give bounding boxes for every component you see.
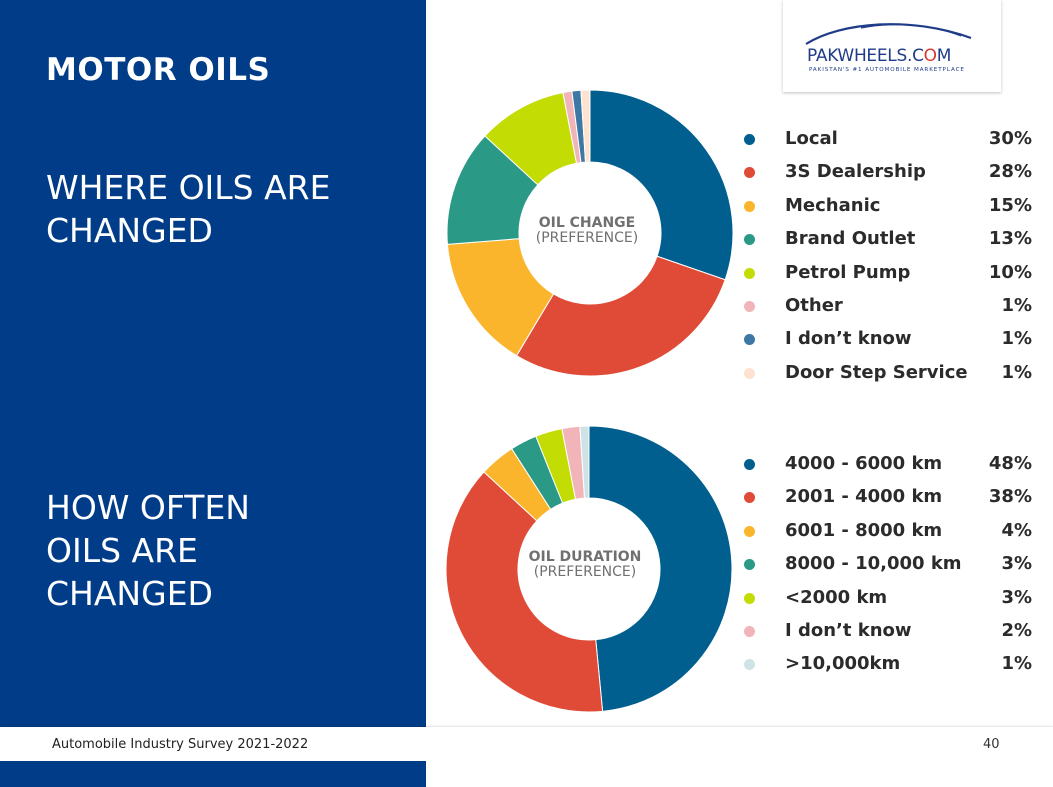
legend-label: Mechanic [785, 194, 881, 216]
legend-label: 2001 - 4000 km [785, 486, 943, 508]
legend-percent: 15% [988, 194, 1032, 216]
legend-label: 6001 - 8000 km [785, 519, 943, 541]
oil-duration-slice-1 [588, 425, 733, 712]
oil-change-legend-item: Mechanic 15% [740, 193, 1040, 226]
legend-percent: 3% [1001, 586, 1032, 608]
oil-change-slice-1 [589, 89, 734, 281]
legend-dot [744, 267, 755, 279]
legend-percent: 28% [988, 161, 1032, 183]
oil-duration-slice-2 [445, 471, 604, 713]
legend-label: 3S Dealership [785, 161, 926, 183]
legend-dot [744, 492, 755, 504]
footer-survey-title: Automobile Industry Survey 2021-2022 [52, 737, 309, 752]
legend-label: 8000 - 10,000 km [785, 553, 962, 575]
oil-change-legend: Local 30% 3S Dealership 28% Mechanic 15% Brand… [740, 126, 1040, 393]
legend-label: Local [785, 128, 838, 149]
oil-duration-legend-item: 4000 - 6000 km 48% [740, 451, 1040, 484]
legend-dot [744, 592, 755, 604]
legend-dot [744, 200, 755, 212]
legend-label: Brand Outlet [785, 228, 916, 250]
oil-duration-legend: 4000 - 6000 km 48% 2001 - 4000 km 38% 6001 -… [740, 451, 1040, 685]
legend-label: Other [785, 294, 843, 316]
oil-change-slice-8 [580, 89, 591, 163]
legend-percent: 4% [1001, 519, 1032, 541]
footer-bar [0, 727, 1053, 761]
legend-label: 4000 - 6000 km [785, 453, 943, 474]
oil-change-legend-item: Door Step Service 1% [740, 360, 1040, 393]
legend-percent: 1% [1001, 653, 1032, 675]
legend-dot [744, 559, 755, 571]
legend-dot [744, 234, 755, 246]
legend-percent: 38% [988, 486, 1032, 508]
page-title: MOTOR OILS [46, 52, 271, 88]
legend-dot [744, 334, 755, 346]
oil-change-slice-2 [515, 255, 726, 377]
oil-duration-center-label: OIL DURATION (PREFERENCE) [510, 550, 660, 580]
legend-dot [744, 300, 755, 312]
legend-dot [744, 367, 755, 379]
legend-label: Petrol Pump [785, 261, 911, 283]
oil-duration-legend-item: >10,000km 1% [740, 651, 1040, 684]
oil-change-legend-item: Other 1% [740, 293, 1040, 326]
section-heading-how-often: HOW OFTEN OILS ARE CHANGED [46, 488, 250, 613]
legend-label: Door Step Service [785, 361, 968, 383]
logo-wordmark: PAKWHEELS.COM [807, 46, 952, 66]
oil-change-legend-item: I don’t know 1% [740, 326, 1040, 359]
left-panel [0, 0, 426, 787]
oil-duration-legend-item: I don’t know 2% [740, 618, 1040, 651]
pakwheels-logo: PAKWHEELS.COM PAKISTAN'S #1 AUTOMOBILE M… [783, 0, 1001, 92]
oil-duration-center-subtitle: (PREFERENCE) [533, 564, 637, 580]
legend-percent: 10% [988, 261, 1032, 283]
oil-change-center-title: OIL CHANGE [538, 215, 636, 231]
legend-label: <2000 km [785, 586, 888, 608]
oil-duration-legend-item: 6001 - 8000 km 4% [740, 518, 1040, 551]
legend-dot [744, 134, 755, 145]
legend-percent: 48% [988, 453, 1032, 474]
legend-label: I don’t know [785, 328, 912, 350]
oil-change-legend-item: Petrol Pump 10% [740, 260, 1040, 293]
legend-percent: 1% [1001, 361, 1032, 383]
oil-change-legend-item: Brand Outlet 13% [740, 226, 1040, 259]
oil-change-center-label: OIL CHANGE (PREFERENCE) [512, 216, 662, 246]
logo-tagline: PAKISTAN'S #1 AUTOMOBILE MARKETPLACE [809, 67, 965, 73]
legend-percent: 1% [1001, 328, 1032, 350]
oil-duration-donut-chart [445, 425, 733, 713]
legend-percent: 30% [988, 128, 1032, 149]
oil-change-center-subtitle: (PREFERENCE) [535, 230, 639, 246]
section-heading-where: WHERE OILS ARE CHANGED [46, 168, 331, 250]
legend-label: >10,000km [785, 653, 901, 675]
legend-label: I don’t know [785, 619, 912, 641]
page-number: 40 [983, 737, 1000, 752]
oil-duration-center-title: OIL DURATION [528, 549, 642, 565]
legend-percent: 3% [1001, 553, 1032, 575]
legend-percent: 13% [988, 228, 1032, 250]
oil-duration-legend-item: 8000 - 10,000 km 3% [740, 551, 1040, 584]
legend-percent: 2% [1001, 619, 1032, 641]
legend-dot [744, 167, 755, 179]
oil-change-legend-item: Local 30% [740, 126, 1040, 159]
legend-dot [744, 525, 755, 537]
legend-dot [744, 625, 755, 637]
oil-duration-legend-item: 2001 - 4000 km 38% [740, 484, 1040, 517]
legend-percent: 1% [1001, 294, 1032, 316]
oil-change-legend-item: 3S Dealership 28% [740, 159, 1040, 192]
legend-dot [744, 659, 755, 671]
oil-change-donut-chart [446, 89, 734, 377]
oil-duration-legend-item: <2000 km 3% [740, 585, 1040, 618]
oil-duration-slice-7 [579, 425, 590, 499]
car-swoosh-icon [805, 23, 972, 45]
legend-dot [744, 459, 755, 470]
